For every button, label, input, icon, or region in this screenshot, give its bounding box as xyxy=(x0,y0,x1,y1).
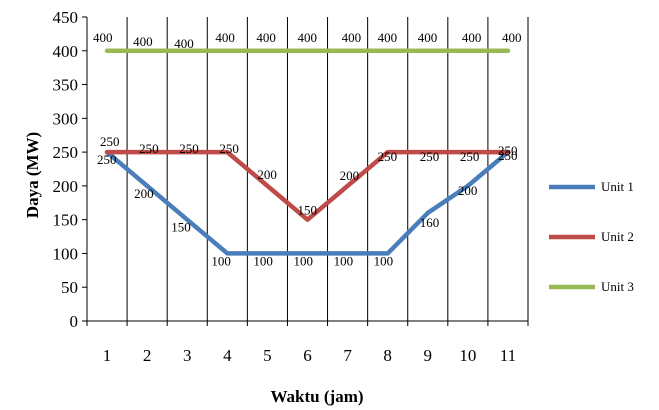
x-axis-title: Waktu (jam) xyxy=(270,387,363,406)
x-tick-label: 6 xyxy=(303,346,312,365)
y-tick-label: 350 xyxy=(53,76,79,95)
data-label-unit-3: 400 xyxy=(256,30,276,45)
legend-label-unit-3: Unit 3 xyxy=(601,279,634,294)
data-label-unit-3: 400 xyxy=(215,30,235,45)
x-tick-label: 1 xyxy=(103,346,112,365)
data-label-unit-2: 200 xyxy=(340,168,360,183)
data-label-unit-1: 160 xyxy=(420,215,440,230)
y-tick-labels: 0 50 100 150 200 250 300 350 400 450 xyxy=(53,8,87,331)
data-label-unit-1: 100 xyxy=(374,253,394,268)
data-label-unit-3: 400 xyxy=(418,30,438,45)
data-label-unit-2: 250 xyxy=(100,134,120,149)
y-tick-label: 250 xyxy=(53,143,79,162)
data-label-unit-1: 100 xyxy=(253,253,273,268)
y-tick-label: 100 xyxy=(53,244,79,263)
legend-label-unit-1: Unit 1 xyxy=(601,179,634,194)
x-tick-label: 3 xyxy=(183,346,192,365)
x-tick-label: 9 xyxy=(424,346,433,365)
x-tick-labels: 1 2 3 4 5 6 7 8 9 10 11 xyxy=(86,321,529,365)
data-label-unit-1: 200 xyxy=(134,186,154,201)
data-label-unit-3: 400 xyxy=(174,36,194,51)
data-label-unit-2: 200 xyxy=(257,167,277,182)
x-tick-label: 5 xyxy=(263,346,272,365)
x-tick-label: 10 xyxy=(459,346,476,365)
data-label-unit-2: 250 xyxy=(420,149,440,164)
data-label-unit-2: 150 xyxy=(298,203,318,218)
legend: Unit 1 Unit 2 Unit 3 xyxy=(549,179,634,294)
x-tick-label: 2 xyxy=(143,346,152,365)
x-tick-label: 8 xyxy=(383,346,392,365)
data-label-unit-2: 250 xyxy=(139,141,159,156)
grid-lines xyxy=(126,17,529,321)
data-label-unit-1: 150 xyxy=(171,220,191,235)
y-tick-label: 400 xyxy=(53,42,79,61)
data-label-unit-2: 250 xyxy=(460,149,480,164)
x-tick-label: 11 xyxy=(500,346,516,365)
series-lines xyxy=(104,48,511,256)
y-tick-label: 0 xyxy=(70,312,79,331)
data-label-unit-3: 400 xyxy=(502,30,522,45)
y-tick-label: 300 xyxy=(53,109,79,128)
y-tick-label: 50 xyxy=(61,278,78,297)
axes xyxy=(86,17,528,322)
data-label-unit-1: 250 xyxy=(97,152,117,167)
y-axis-title: Daya (MW) xyxy=(23,132,42,218)
data-label-unit-1: 200 xyxy=(458,183,478,198)
data-label-unit-1: 100 xyxy=(334,253,354,268)
data-label-unit-1: 100 xyxy=(294,253,314,268)
data-label-unit-2: 250 xyxy=(219,141,239,156)
x-tick-label: 7 xyxy=(343,346,352,365)
data-label-unit-3: 400 xyxy=(378,30,398,45)
data-label-unit-1: 100 xyxy=(211,253,231,268)
y-tick-label: 200 xyxy=(53,177,79,196)
series-line-unit-1 xyxy=(104,149,511,256)
x-tick-label: 4 xyxy=(223,346,232,365)
data-label-unit-3: 400 xyxy=(93,30,113,45)
y-tick-label: 150 xyxy=(53,211,79,230)
data-label-unit-1: 250 xyxy=(498,143,518,158)
data-label-unit-3: 400 xyxy=(133,34,153,49)
data-label-unit-3: 400 xyxy=(298,30,318,45)
data-label-unit-2: 250 xyxy=(179,141,199,156)
data-label-unit-2: 250 xyxy=(498,148,518,163)
y-tick-label: 450 xyxy=(53,8,79,27)
data-label-unit-3: 400 xyxy=(342,30,362,45)
series-line-unit-2 xyxy=(104,149,511,222)
legend-label-unit-2: Unit 2 xyxy=(601,229,634,244)
data-label-unit-2: 250 xyxy=(378,149,398,164)
data-label-unit-3: 400 xyxy=(462,30,482,45)
